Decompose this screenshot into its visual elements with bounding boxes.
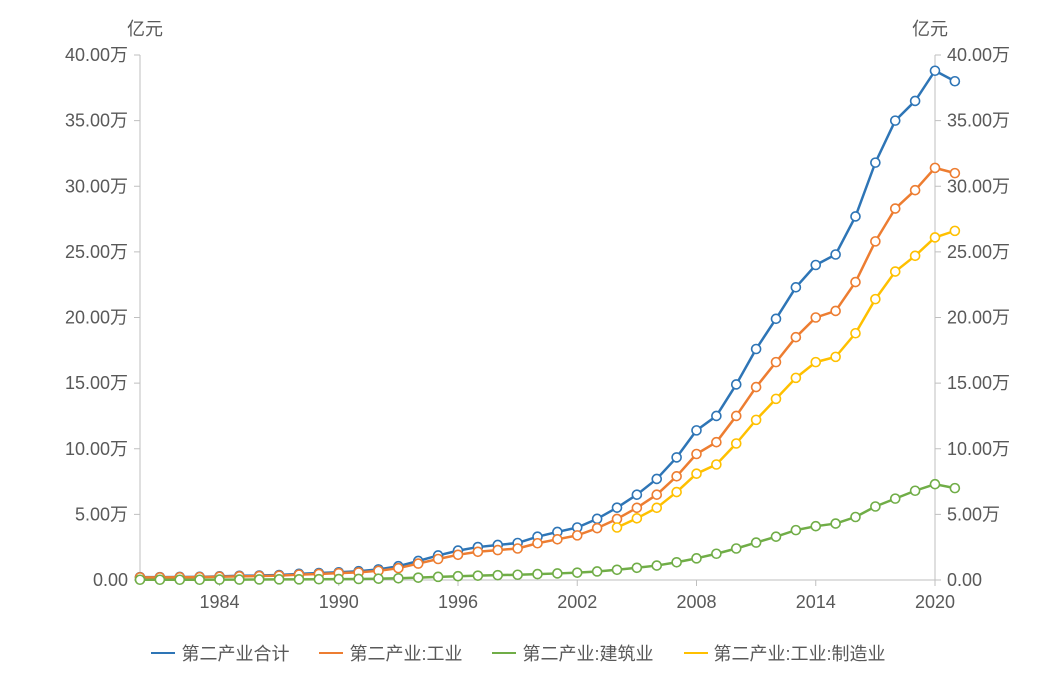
svg-text:20.00万: 20.00万: [947, 308, 1010, 328]
legend-item-2: 第二产业:建筑业: [492, 640, 653, 666]
legend-label-0: 第二产业合计: [181, 640, 289, 666]
svg-text:10.00万: 10.00万: [65, 439, 128, 459]
legend-item-0: 第二产业合计: [151, 640, 289, 666]
chart-container: 0.00 0.00 5.00万 5.00万 10.00万 10.00万 15.00万 15.0…: [0, 0, 1037, 674]
svg-text:2002: 2002: [557, 592, 597, 612]
svg-text:30.00万: 30.00万: [947, 176, 1010, 196]
svg-text:25.00万: 25.00万: [65, 242, 128, 262]
svg-text:40.00万: 40.00万: [65, 45, 128, 65]
legend-label-1: 第二产业:工业: [349, 640, 462, 666]
legend-swatch-3: [684, 652, 708, 654]
legend-swatch-0: [151, 652, 175, 654]
svg-text:0.00: 0.00: [947, 570, 982, 590]
svg-text:35.00万: 35.00万: [65, 111, 128, 131]
svg-text:20.00万: 20.00万: [65, 308, 128, 328]
svg-text:2014: 2014: [796, 592, 836, 612]
legend: 第二产业合计 第二产业:工业 第二产业:建筑业 第二产业:工业:制造业: [0, 640, 1037, 666]
legend-swatch-2: [492, 652, 516, 654]
svg-text:35.00万: 35.00万: [947, 111, 1010, 131]
svg-text:0.00: 0.00: [93, 570, 128, 590]
svg-text:1996: 1996: [438, 592, 478, 612]
svg-text:30.00万: 30.00万: [65, 176, 128, 196]
svg-text:15.00万: 15.00万: [947, 373, 1010, 393]
legend-item-1: 第二产业:工业: [319, 640, 462, 666]
svg-text:1990: 1990: [319, 592, 359, 612]
svg-text:15.00万: 15.00万: [65, 373, 128, 393]
svg-text:25.00万: 25.00万: [947, 242, 1010, 262]
svg-text:10.00万: 10.00万: [947, 439, 1010, 459]
legend-swatch-1: [319, 652, 343, 654]
svg-text:亿元: 亿元: [912, 19, 948, 39]
svg-text:5.00万: 5.00万: [75, 504, 128, 524]
svg-text:5.00万: 5.00万: [947, 504, 1000, 524]
svg-text:2008: 2008: [676, 592, 716, 612]
legend-item-3: 第二产业:工业:制造业: [684, 640, 886, 666]
svg-text:40.00万: 40.00万: [947, 45, 1010, 65]
svg-text:2020: 2020: [915, 592, 955, 612]
svg-text:亿元: 亿元: [127, 19, 163, 39]
svg-text:1984: 1984: [199, 592, 239, 612]
legend-label-2: 第二产业:建筑业: [522, 640, 653, 666]
line-chart: 0.00 0.00 5.00万 5.00万 10.00万 10.00万 15.00万 15.0…: [0, 0, 1037, 674]
legend-label-3: 第二产业:工业:制造业: [714, 640, 886, 666]
